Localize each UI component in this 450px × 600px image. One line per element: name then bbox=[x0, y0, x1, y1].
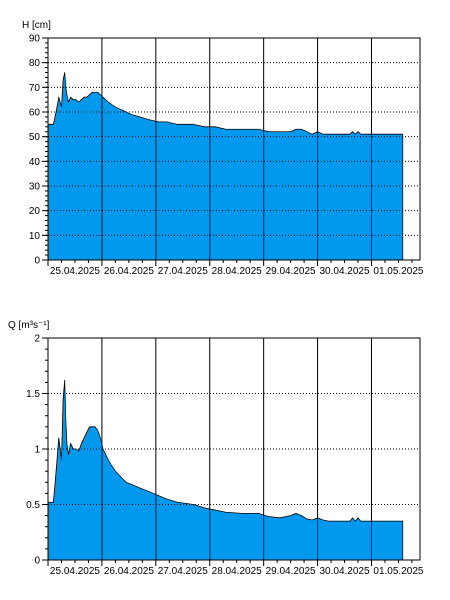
y-tick-label: 60 bbox=[29, 108, 41, 119]
x-tick-label: 28.04.2025 bbox=[212, 566, 262, 577]
x-tick-label: 25.04.2025 bbox=[50, 266, 100, 277]
y-tick-label: 0 bbox=[34, 256, 40, 267]
plot-frame bbox=[47, 37, 421, 261]
x-tick-label: 01.05.2025 bbox=[373, 566, 423, 577]
y-tick-label: 50 bbox=[29, 132, 41, 143]
x-tick-label: 29.04.2025 bbox=[266, 266, 316, 277]
y-tick-label: 10 bbox=[29, 231, 41, 242]
x-tick-label: 26.04.2025 bbox=[104, 566, 154, 577]
y-tick-label: 0.5 bbox=[26, 500, 40, 511]
water-level-chart: 0 10 20 30 40 50 60 70 80 90 25.04.2025 26.04.2025 2… bbox=[22, 20, 424, 277]
x-tick-label: 27.04.2025 bbox=[158, 266, 208, 277]
x-tick-label: 29.04.2025 bbox=[266, 566, 316, 577]
x-tick-label: 30.04.2025 bbox=[319, 566, 369, 577]
y-tick-label: 1.5 bbox=[26, 389, 40, 400]
y-tick-label: 70 bbox=[29, 83, 41, 94]
x-tick-label: 27.04.2025 bbox=[158, 566, 208, 577]
y-tick-label: 80 bbox=[29, 58, 41, 69]
discharge-chart: 0 0.5 1 1.5 2 25.04.2025 26.04.2025 27.04.2025 2… bbox=[8, 320, 424, 577]
y-axis-label: Q [m³s⁻¹] bbox=[8, 320, 50, 331]
y-tick-label: 0 bbox=[34, 556, 40, 567]
x-tick-label: 26.04.2025 bbox=[104, 266, 154, 277]
x-tick-label: 25.04.2025 bbox=[50, 566, 100, 577]
x-tick-label: 28.04.2025 bbox=[212, 266, 262, 277]
y-tick-label: 1 bbox=[34, 445, 40, 456]
y-tick-label: 2 bbox=[34, 334, 40, 345]
series-area bbox=[47, 72, 404, 261]
y-tick-label: 90 bbox=[29, 34, 41, 45]
series-area bbox=[47, 379, 404, 561]
y-tick-label: 20 bbox=[29, 206, 41, 217]
y-tick-label: 30 bbox=[29, 182, 41, 193]
y-axis-label: H [cm] bbox=[22, 20, 51, 31]
y-tick-label: 40 bbox=[29, 157, 41, 168]
x-tick-label: 30.04.2025 bbox=[319, 266, 369, 277]
x-tick-label: 01.05.2025 bbox=[373, 266, 423, 277]
